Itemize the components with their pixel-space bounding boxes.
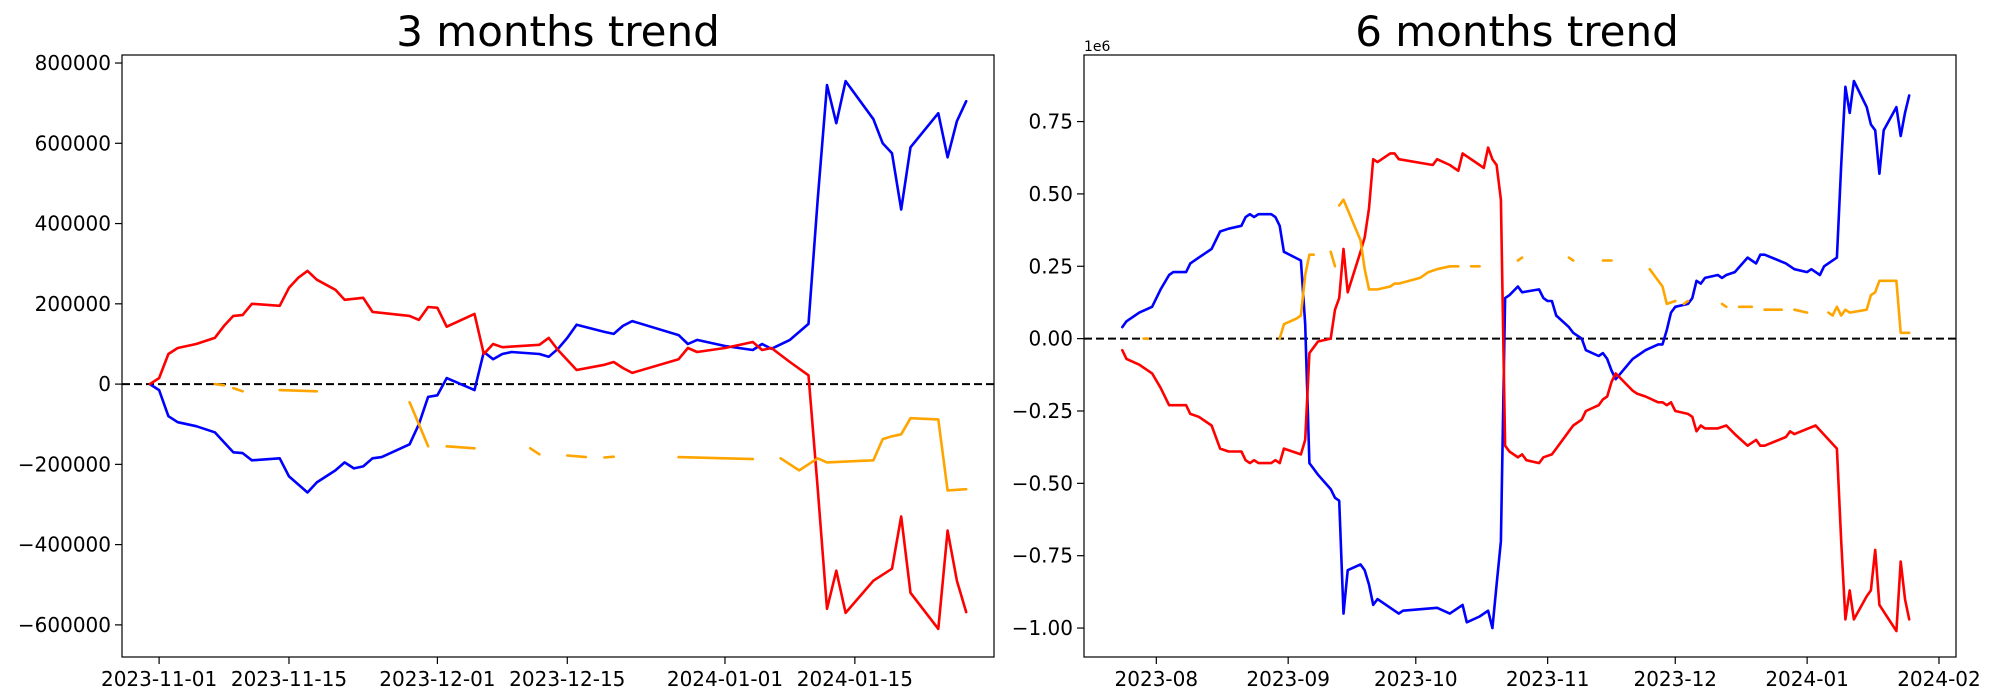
x-tick-label: 2024-02: [1897, 667, 1981, 691]
y-tick-label: 0.00: [1028, 327, 1073, 351]
axes-frame: [121, 54, 995, 658]
y-tick-label: −200000: [18, 452, 111, 476]
y-axis: −600000 −400000 −200000 0 200000 400000 600000…: [18, 51, 122, 637]
series-3-line: [1516, 256, 1524, 262]
x-tick-label: 2024-01: [1765, 667, 1849, 691]
series-3-line: [278, 388, 319, 393]
series-3-line: [1329, 250, 1337, 268]
series-3-line: [1648, 267, 1677, 306]
x-tick-label: 2023-12-15: [509, 667, 625, 691]
axes-frame: [1083, 54, 1957, 658]
series-1-line: [148, 79, 968, 494]
x-tick-label: 2023-11-01: [101, 667, 217, 691]
right-chart-panel: 6 months trend 1e6 −1.00 −0.75 −0.50 −0.25 0…: [1012, 7, 1981, 691]
series-3-line: [1793, 308, 1809, 314]
series-3-line: [528, 446, 541, 456]
x-tick-label: 2024-01-15: [797, 667, 913, 691]
series-3-line: [565, 454, 588, 459]
y-tick-label: −0.50: [1012, 471, 1073, 495]
series-3-line: [1827, 279, 1911, 335]
y-tick-label: 200000: [35, 292, 111, 316]
x-tick-label: 2023-09: [1246, 667, 1330, 691]
series-3-line: [1337, 198, 1460, 291]
y-tick-label: −0.25: [1012, 399, 1073, 423]
x-tick-label: 2023-11: [1506, 667, 1590, 691]
series-3-line: [1682, 299, 1690, 306]
x-axis: 2023-11-01 2023-11-15 2023-12-01 2023-12-15…: [101, 657, 913, 691]
series-3-line: [232, 386, 244, 393]
chart-title: 3 months trend: [396, 7, 720, 56]
series-3-line: [1567, 256, 1575, 262]
y-tick-label: 0.50: [1028, 182, 1073, 206]
series-2-line: [1121, 146, 1911, 633]
x-tick-label: 2024-01-01: [667, 667, 783, 691]
y-tick-label: 0.25: [1028, 254, 1073, 278]
plot-lines: [122, 79, 994, 631]
series-3-line: [603, 455, 616, 459]
y-axis: −1.00 −0.75 −0.50 −0.25 0.00 0.25 0.50 0.75: [1012, 110, 1084, 640]
series-3-line: [1720, 302, 1728, 309]
y-tick-label: −0.75: [1012, 544, 1073, 568]
y-offset-label: 1e6: [1084, 39, 1111, 55]
y-tick-label: 400000: [35, 212, 111, 236]
y-tick-label: 800000: [35, 51, 111, 75]
chart-title: 6 months trend: [1355, 7, 1679, 56]
series-2-line: [148, 269, 968, 631]
plot-lines: [1084, 79, 1956, 633]
series-3-line: [1278, 253, 1315, 340]
x-axis: 2023-08 2023-09 2023-10 2023-11 2023-12 2024-…: [1115, 657, 1981, 691]
y-tick-label: 600000: [35, 131, 111, 155]
series-3-line: [677, 455, 755, 461]
series-1-line: [1121, 79, 1911, 630]
left-chart-panel: 3 months trend −600000 −400000 −200000 0 200…: [18, 7, 995, 691]
x-tick-label: 2023-12: [1633, 667, 1717, 691]
y-tick-label: −1.00: [1012, 616, 1073, 640]
series-3-line: [213, 382, 226, 387]
series-3-line: [779, 416, 968, 492]
y-tick-label: 0: [98, 372, 111, 396]
x-tick-label: 2023-12-01: [379, 667, 495, 691]
y-tick-label: −400000: [18, 533, 111, 557]
series-3-line: [408, 400, 430, 448]
y-tick-label: 0.75: [1028, 110, 1073, 134]
y-tick-label: −600000: [18, 613, 111, 637]
x-tick-label: 2023-10: [1374, 667, 1458, 691]
series-3-line: [445, 444, 476, 450]
x-tick-label: 2023-08: [1115, 667, 1199, 691]
x-tick-label: 2023-11-15: [231, 667, 347, 691]
